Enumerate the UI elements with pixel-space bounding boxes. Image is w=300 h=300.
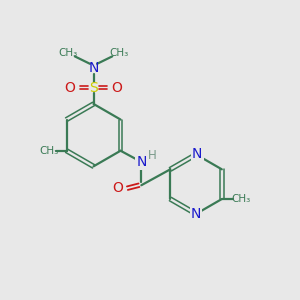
Text: N: N: [88, 61, 99, 75]
Text: CH₃: CH₃: [109, 48, 128, 58]
Text: CH₃: CH₃: [232, 194, 251, 204]
Text: N: N: [191, 207, 201, 221]
Text: O: O: [112, 81, 122, 94]
Text: O: O: [112, 181, 123, 195]
Text: H: H: [147, 149, 156, 162]
Text: O: O: [64, 81, 76, 94]
Text: N: N: [136, 155, 146, 169]
Text: CH₃: CH₃: [58, 48, 78, 58]
Text: S: S: [89, 81, 98, 94]
Text: CH₃: CH₃: [39, 146, 58, 156]
Text: N: N: [192, 148, 202, 161]
